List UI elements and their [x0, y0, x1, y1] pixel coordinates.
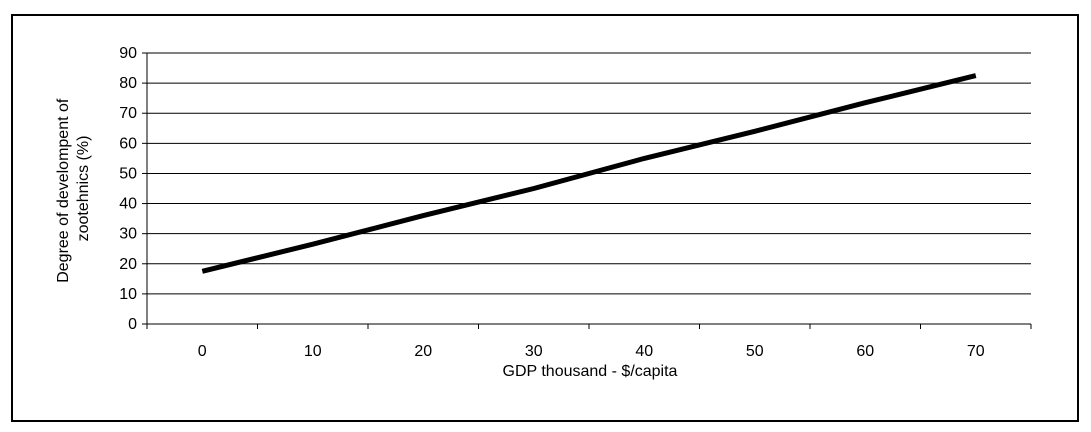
- chart-frame: [11, 14, 1079, 422]
- x-tick-label-30: 30: [525, 343, 543, 360]
- series-layer: [201, 73, 977, 274]
- x-tick-label-50: 50: [746, 343, 764, 360]
- y-tick-label-30: 30: [119, 226, 137, 243]
- x-tick-label-0: 0: [198, 343, 207, 360]
- y-axis-label-line-2: zootehnics (%): [75, 136, 92, 242]
- axes: [142, 52, 1032, 329]
- x-tick-label-20: 20: [414, 343, 432, 360]
- y-tick-labels: 0 10 20 30 40 50 60 70 80 90: [119, 45, 137, 333]
- y-tick-label-20: 20: [119, 256, 137, 273]
- y-tick-label-40: 40: [119, 196, 137, 213]
- y-tick-label-90: 90: [119, 45, 137, 62]
- y-tick-label-80: 80: [119, 75, 137, 92]
- gridlines: [147, 52, 1031, 295]
- x-tick-label-10: 10: [304, 343, 322, 360]
- x-tick-label-60: 60: [856, 343, 874, 360]
- x-tick-labels: 0 10 20 30 40 50 60 70: [198, 343, 985, 360]
- x-axis-label: GDP thousand - $/capita: [503, 363, 678, 380]
- series-line-0: [201, 73, 977, 274]
- y-axis-label: Degree of develompent of zootehnics (%): [55, 94, 92, 283]
- y-tick-label-50: 50: [119, 165, 137, 182]
- y-axis-label-line-1: Degree of develompent of: [55, 98, 72, 283]
- y-tick-label-70: 70: [119, 105, 137, 122]
- x-tick-label-70: 70: [967, 343, 985, 360]
- x-tick-label-40: 40: [635, 343, 653, 360]
- y-tick-label-0: 0: [128, 316, 137, 333]
- y-tick-label-10: 10: [119, 286, 137, 303]
- y-tick-label-60: 60: [119, 135, 137, 152]
